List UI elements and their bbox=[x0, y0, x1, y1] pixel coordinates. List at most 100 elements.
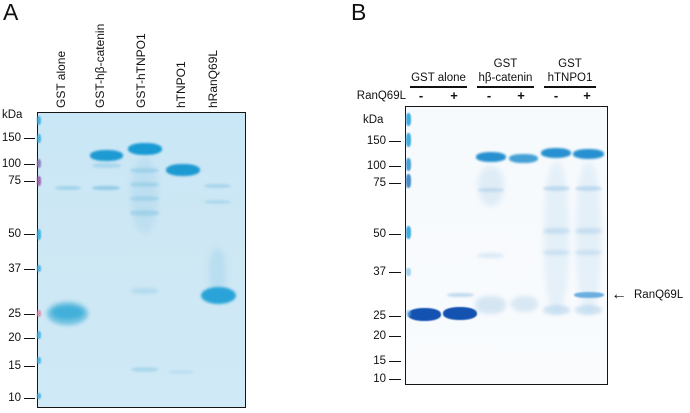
panel-a-ladder-tick-dash bbox=[24, 180, 35, 182]
panel-a-ladder-tick: 10 bbox=[0, 391, 35, 405]
panel-b-ranq69l-plus: + bbox=[450, 88, 458, 103]
panel-b-group-label-line: GST alone bbox=[411, 72, 466, 84]
panel-a-marker-dot bbox=[36, 357, 41, 364]
panel-b-ladder-tick: 100 bbox=[356, 159, 401, 173]
panel-b-ranq69l-minus: - bbox=[486, 88, 492, 103]
panel-b-band bbox=[576, 162, 601, 312]
panel-b-ladder-tick-dash bbox=[389, 335, 401, 337]
panel-a-ladder-tick-label: 25 bbox=[8, 308, 21, 320]
panel-b-band bbox=[574, 292, 604, 298]
panel-b-ladder-tick: 15 bbox=[356, 354, 401, 368]
panel-a-marker-dot bbox=[36, 229, 41, 240]
panel-a-band bbox=[52, 306, 83, 319]
panel-b-band bbox=[575, 228, 602, 234]
panel-a-lane-label: hTNPO1 bbox=[174, 61, 188, 108]
panel-b-marker-dot bbox=[405, 113, 411, 126]
panel-a-band bbox=[130, 168, 159, 173]
panel-a-lane-label: GST-hβ-catenin bbox=[93, 23, 107, 108]
panel-b-band bbox=[443, 307, 477, 320]
panel-a-kda-label: kDa bbox=[2, 109, 23, 121]
panel-b-marker-dot bbox=[405, 158, 411, 171]
panel-a-marker-dot bbox=[36, 331, 41, 339]
panel-a-ladder-tick: 25 bbox=[0, 307, 35, 321]
panel-a-marker-dot bbox=[36, 310, 41, 317]
panel-b-ranq69l-plus: + bbox=[583, 88, 591, 103]
panel-a-lane-label: GST-hTNPO1 bbox=[134, 33, 148, 108]
panel-a-ladder-tick: 100 bbox=[0, 157, 35, 171]
panel-b-group-label-line: GST bbox=[558, 58, 582, 70]
panel-a-lane-label: GST alone bbox=[54, 50, 68, 108]
panel-b-band bbox=[541, 148, 571, 158]
panel-b-ladder-tick-dash bbox=[389, 165, 401, 167]
panel-a-band bbox=[201, 287, 236, 304]
panel-a-band bbox=[92, 186, 120, 190]
panel-a-band bbox=[204, 200, 231, 204]
panel-b-marker-dot bbox=[405, 226, 411, 239]
panel-b-ladder-tick-label: 15 bbox=[373, 355, 386, 367]
panel-b-band bbox=[476, 152, 506, 162]
panel-a-marker-dot bbox=[36, 265, 41, 272]
panel-a-band bbox=[204, 184, 231, 188]
panel-b-ladder-tick: 75 bbox=[356, 176, 401, 190]
panel-a-ladder-tick-label: 50 bbox=[8, 228, 21, 240]
panel-a-ladder-tick: 75 bbox=[0, 174, 35, 188]
panel-a-ladder-tick: 20 bbox=[0, 331, 35, 345]
panel-b-band bbox=[573, 149, 604, 159]
panel-b-ladder-tick-label: 75 bbox=[373, 177, 386, 189]
panel-b-group-label: GST alone bbox=[410, 71, 467, 85]
panel-b-marker-dot bbox=[405, 310, 411, 317]
panel-b-group-underline bbox=[544, 86, 596, 88]
panel-b-band bbox=[509, 154, 538, 163]
panel-b-ladder-tick: 150 bbox=[356, 134, 401, 148]
panel-a-marker-dot bbox=[36, 159, 41, 168]
panel-b-band bbox=[447, 293, 474, 297]
panel-b-ladder-tick: 50 bbox=[356, 227, 401, 241]
panel-b-marker-dot bbox=[405, 174, 411, 188]
panel-b-ladder-tick-dash bbox=[389, 182, 401, 184]
panel-a-ladder-tick-label: 100 bbox=[1, 158, 21, 170]
panel-a-ladder-tick-label: 15 bbox=[8, 360, 21, 372]
panel-b-group-label-line: hβ-catenin bbox=[478, 72, 533, 84]
panel-a-band bbox=[90, 150, 123, 161]
panel-a-ladder-tick-label: 75 bbox=[8, 175, 21, 187]
panel-b-group-label: GST hβ-catenin bbox=[477, 57, 534, 85]
panel-b-ranq69l-row-label: RanQ69L bbox=[356, 90, 406, 102]
panel-a-band bbox=[92, 163, 121, 168]
panel-b-band bbox=[575, 186, 602, 191]
panel-b-ranq69l-plus: + bbox=[517, 88, 525, 103]
panel-a-lane-label: hRanQ69L bbox=[206, 49, 220, 108]
panel-a-band bbox=[209, 248, 226, 296]
panel-a-ladder-tick-dash bbox=[24, 163, 35, 165]
panel-b-group-underline bbox=[410, 86, 467, 88]
panel-a-band bbox=[130, 182, 159, 187]
panel-a-band bbox=[55, 186, 81, 190]
panel-b-band bbox=[543, 186, 570, 191]
panel-a-marker-dot bbox=[36, 393, 41, 399]
panel-b-band bbox=[475, 296, 506, 314]
panel-a-marker-dot bbox=[36, 134, 41, 143]
panel-b-group-label-line: GST bbox=[493, 58, 518, 70]
panel-b-band bbox=[543, 228, 570, 234]
panel-b-ladder-tick-label: 25 bbox=[373, 310, 386, 322]
panel-b-ladder-tick-dash bbox=[389, 360, 401, 362]
panel-b-band bbox=[478, 188, 504, 192]
panel-a-band bbox=[130, 210, 159, 216]
panel-a-ladder-tick-dash bbox=[24, 137, 35, 139]
panel-a-band bbox=[168, 370, 194, 374]
panel-b-ladder-tick-dash bbox=[389, 233, 401, 235]
panel-b-group-label: GST hTNPO1 bbox=[544, 57, 596, 85]
panel-b-band bbox=[478, 166, 504, 206]
panel-b-ladder-tick: 25 bbox=[356, 309, 401, 323]
panel-b-group-underline bbox=[477, 86, 534, 88]
panel-a-ladder-tick: 50 bbox=[0, 227, 35, 241]
panel-b-ladder-tick-label: 37 bbox=[373, 266, 386, 278]
panel-b-band bbox=[544, 162, 569, 312]
panel-a-band bbox=[128, 143, 162, 155]
panel-a-ladder-tick-dash bbox=[24, 268, 35, 270]
panel-b-band bbox=[511, 296, 538, 312]
panel-a-ladder-tick-label: 150 bbox=[1, 132, 21, 144]
panel-b-kda-label: kDa bbox=[363, 114, 384, 126]
panel-b-ladder-tick-label: 50 bbox=[373, 228, 386, 240]
panel-b-ranq69l-minus: - bbox=[418, 88, 424, 103]
